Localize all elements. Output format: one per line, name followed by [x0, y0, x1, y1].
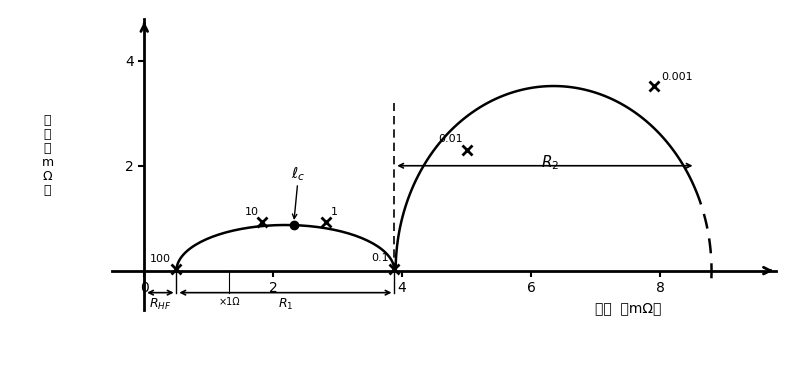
Text: 100: 100	[150, 254, 171, 264]
Text: $\ell_c$: $\ell_c$	[290, 165, 305, 183]
Text: 0.01: 0.01	[438, 134, 463, 144]
Text: $R_1$: $R_1$	[278, 297, 293, 312]
Text: 1: 1	[331, 207, 338, 217]
Text: $R_2$: $R_2$	[542, 154, 559, 172]
Text: 虚
部
（
m
Ω
）: 虚 部 （ m Ω ）	[42, 114, 54, 197]
Text: 0.001: 0.001	[662, 72, 693, 82]
Text: 0.1: 0.1	[371, 253, 390, 263]
Text: 10: 10	[244, 207, 258, 217]
Text: $R_{HF}$: $R_{HF}$	[149, 297, 171, 312]
Text: ×1Ω: ×1Ω	[218, 297, 240, 307]
Text: 实部  （mΩ）: 实部 （mΩ）	[594, 301, 661, 315]
